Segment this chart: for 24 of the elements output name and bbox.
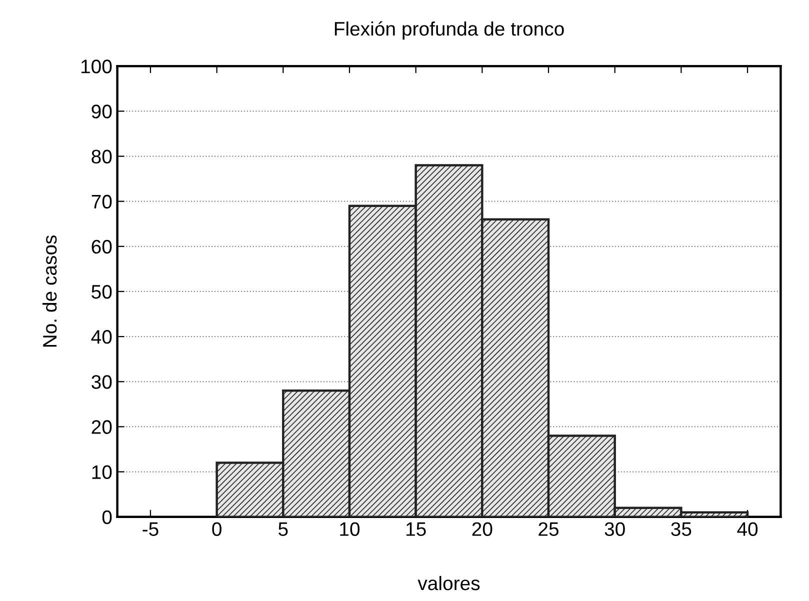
x-tick-label: 10 (340, 522, 360, 536)
x-tick-label: 40 (737, 522, 758, 536)
y-tick-label: 100 (81, 60, 112, 74)
y-tick-label: 40 (91, 330, 112, 344)
x-tick-label: 0 (212, 522, 222, 536)
x-tick-label: 25 (538, 522, 558, 536)
y-tick-label: 50 (92, 284, 112, 299)
y-tick-label: 10 (92, 465, 112, 480)
y-tick-label: 90 (92, 104, 112, 118)
x-tick-label: 15 (406, 522, 426, 536)
x-tick-label: 20 (472, 522, 492, 536)
chart-title: Flexión profunda de tronco (334, 21, 564, 40)
x-tick-label: 5 (278, 522, 288, 536)
x-tick-label: -5 (142, 522, 158, 536)
y-axis-title: No. de casos (42, 235, 57, 347)
x-tick-label: 30 (604, 522, 625, 536)
x-axis-title: valores (418, 576, 480, 590)
y-tick-label: 30 (92, 375, 112, 389)
x-tick-label: 35 (671, 522, 692, 536)
y-tick-label: 70 (92, 194, 112, 209)
y-tick-label: 60 (92, 240, 112, 254)
y-tick-label: 0 (102, 510, 112, 524)
y-tick-label: 20 (92, 420, 112, 434)
y-tick-label: 80 (92, 150, 112, 164)
